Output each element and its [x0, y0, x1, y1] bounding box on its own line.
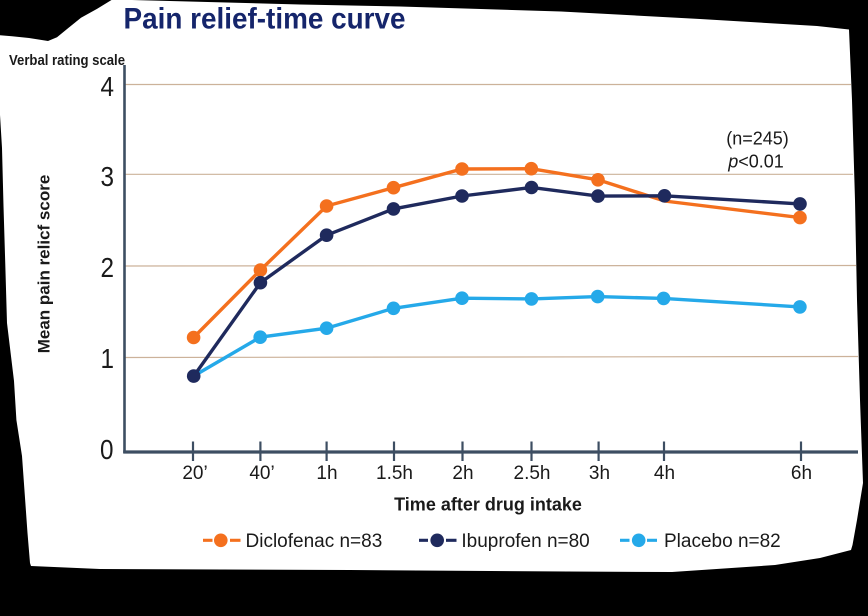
svg-text:Mean pain relicf score: Mean pain relicf score — [35, 175, 54, 354]
svg-text:0: 0 — [100, 434, 114, 465]
svg-text:(n=245): (n=245) — [726, 129, 789, 149]
svg-text:1h: 1h — [316, 463, 337, 484]
svg-text:2.5h: 2.5h — [514, 463, 551, 484]
svg-text:6h: 6h — [791, 463, 812, 484]
svg-text:Ibuprofen n=80: Ibuprofen n=80 — [461, 531, 589, 552]
svg-text:Time after drug intake: Time after drug intake — [394, 495, 582, 515]
svg-text:Pain relief-time curve: Pain relief-time curve — [124, 2, 406, 35]
svg-text:3: 3 — [101, 161, 115, 192]
svg-text:2h: 2h — [452, 463, 473, 484]
svg-text:20’: 20’ — [182, 463, 207, 484]
svg-text:Placebo n=82: Placebo n=82 — [664, 531, 781, 552]
svg-text:1: 1 — [101, 343, 115, 374]
svg-text:Verbal rating scale: Verbal rating scale — [9, 52, 125, 69]
svg-text:40’: 40’ — [249, 463, 274, 484]
svg-text:1.5h: 1.5h — [376, 463, 413, 484]
svg-text:3h: 3h — [589, 463, 610, 484]
svg-text:p<0.01: p<0.01 — [727, 152, 784, 172]
svg-text:4h: 4h — [654, 463, 675, 484]
svg-text:2: 2 — [101, 252, 115, 283]
svg-text:4: 4 — [101, 71, 115, 102]
svg-text:Diclofenac n=83: Diclofenac n=83 — [246, 531, 383, 552]
